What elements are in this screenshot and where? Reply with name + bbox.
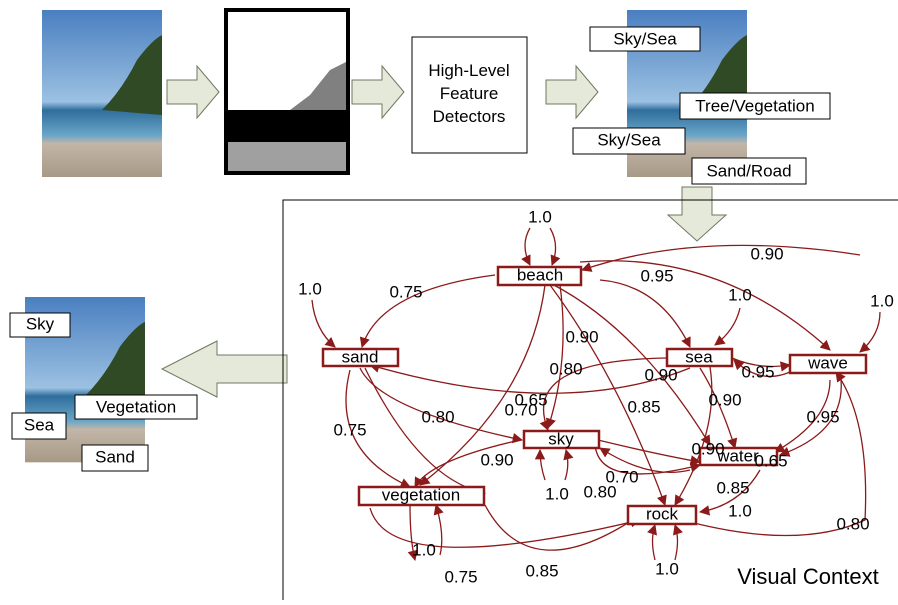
detection-label: Sand/Road <box>706 161 791 180</box>
edge-weight: 0.90 <box>708 390 741 409</box>
edge-weight: 0.80 <box>421 407 454 426</box>
edge-weight: 1.0 <box>870 291 894 310</box>
edge-weight: 0.80 <box>836 514 869 533</box>
edge-weight: 0.75 <box>389 282 422 301</box>
edge-weight: 0.85 <box>716 478 749 497</box>
edge-weight: 0.95 <box>741 362 774 381</box>
edge-weight: 1.0 <box>298 279 322 298</box>
edge-weight: 1.0 <box>655 559 679 578</box>
edge-weight: 1.0 <box>412 540 436 559</box>
node-label: sky <box>548 429 574 448</box>
context-frame <box>283 200 898 600</box>
edge-weight: 0.85 <box>627 397 660 416</box>
edge-weight: 1.0 <box>528 207 552 226</box>
detection-label: Tree/Vegetation <box>695 96 814 115</box>
detection-label: Sky/Sea <box>613 29 677 48</box>
edge-weight: 1.0 <box>728 285 752 304</box>
node-label: sand <box>342 347 379 366</box>
output-label: Sea <box>24 415 55 434</box>
node-label: wave <box>807 353 848 372</box>
detection-label: Sky/Sea <box>597 130 661 149</box>
photo-input <box>42 10 162 177</box>
node-label: vegetation <box>382 485 460 504</box>
node-label: beach <box>517 265 563 284</box>
segmentation <box>226 10 348 173</box>
edge-weight: 1.0 <box>728 501 752 520</box>
edge-weight: 0.90 <box>565 327 598 346</box>
output-label: Sand <box>95 447 135 466</box>
edge-weight: 0.95 <box>640 266 673 285</box>
edge-weight: 1.0 <box>545 484 569 503</box>
edge-weight: 0.90 <box>691 439 724 458</box>
output-label: Vegetation <box>96 397 176 416</box>
edges <box>312 228 880 560</box>
edge-weight: 0.90 <box>644 365 677 384</box>
output-label: Sky <box>26 314 55 333</box>
edge-weight: 0.80 <box>549 359 582 378</box>
edge-weight: 0.95 <box>806 407 839 426</box>
node-label: sea <box>685 347 713 366</box>
edge-weight: 0.75 <box>444 567 477 586</box>
edge-weight: 0.70 <box>504 400 537 419</box>
edge-weight: 0.90 <box>750 244 783 263</box>
edge-weight: 0.65 <box>754 451 787 470</box>
edge-weight: 0.90 <box>480 450 513 469</box>
edge-weight: 0.75 <box>333 420 366 439</box>
node-label: rock <box>646 504 679 523</box>
diagram: High-LevelFeatureDetectors Sky/Sea Tree/… <box>0 0 898 600</box>
context-title: Visual Context <box>737 564 878 589</box>
edge-weight: 0.85 <box>525 561 558 580</box>
edge-weight: 0.80 <box>583 482 616 501</box>
